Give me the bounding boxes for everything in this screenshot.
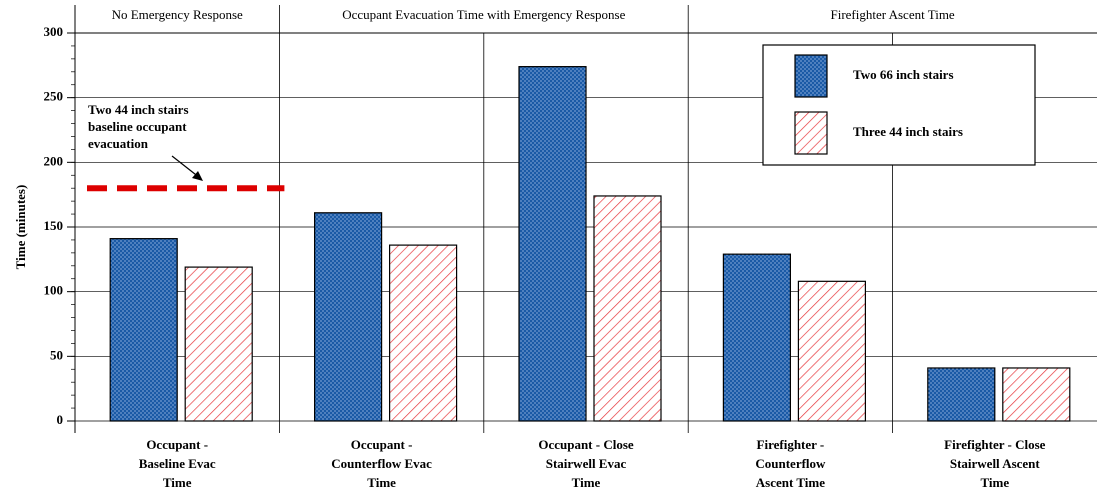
bar <box>593 195 662 422</box>
x-tick-label: Occupant - Close <box>538 437 634 452</box>
x-tick-label: Firefighter - <box>757 437 825 452</box>
x-tick-label: Baseline Evac <box>139 456 216 471</box>
x-tick-label: Ascent Time <box>756 475 825 490</box>
section-label: Firefighter Ascent Time <box>830 7 954 22</box>
arrow-head <box>192 171 203 181</box>
bar <box>184 266 253 422</box>
x-tick-label: Firefighter - Close <box>944 437 1046 452</box>
x-tick-label: Stairwell Evac <box>546 456 627 471</box>
reference-label: evacuation <box>88 136 149 151</box>
y-tick-label: 50 <box>50 347 63 362</box>
x-tick-label: Time <box>367 475 396 490</box>
y-tick-label: 200 <box>44 153 64 168</box>
bar <box>722 253 792 422</box>
bar <box>797 280 867 422</box>
x-tick-label: Counterflow Evac <box>331 456 432 471</box>
reference-label: baseline occupant <box>88 119 187 134</box>
y-tick-label: 100 <box>44 283 64 298</box>
legend-label: Three 44 inch stairs <box>853 124 963 139</box>
x-tick-label: Time <box>572 475 601 490</box>
bar <box>314 212 383 422</box>
y-tick-label: 150 <box>44 218 64 233</box>
y-tick-label: 250 <box>44 89 64 104</box>
x-tick-label: Occupant - <box>146 437 208 452</box>
x-tick-label: Time <box>980 475 1009 490</box>
x-tick-label: Time <box>163 475 192 490</box>
legend-swatch <box>794 54 828 98</box>
section-label: Occupant Evacuation Time with Emergency … <box>342 7 625 22</box>
x-tick-label: Stairwell Ascent <box>950 456 1041 471</box>
bar <box>389 244 458 422</box>
x-tick-label: Counterflow <box>755 456 826 471</box>
y-tick-label: 0 <box>57 412 64 427</box>
legend-label: Two 66 inch stairs <box>853 67 954 82</box>
bar <box>109 238 178 422</box>
y-axis-label: Time (minutes) <box>13 185 28 270</box>
legend-swatch <box>794 111 828 155</box>
reference-label: Two 44 inch stairs <box>88 102 189 117</box>
section-label: No Emergency Response <box>112 7 243 22</box>
bar <box>927 367 996 422</box>
bar <box>1002 367 1071 422</box>
bar <box>518 66 587 422</box>
y-tick-label: 300 <box>44 24 64 39</box>
x-tick-label: Occupant - <box>351 437 413 452</box>
